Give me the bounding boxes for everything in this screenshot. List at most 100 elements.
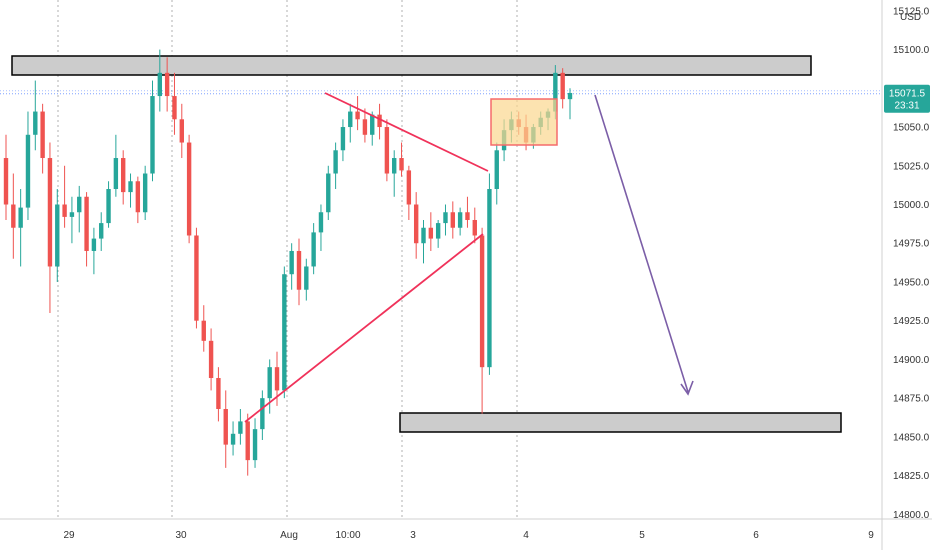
candle-body xyxy=(318,212,324,233)
x-tick-label: Aug xyxy=(280,530,298,541)
candle-body xyxy=(553,72,558,112)
candle-body xyxy=(252,429,258,461)
candle-body xyxy=(384,127,390,174)
y-tick-label: 14975.0 xyxy=(893,239,930,250)
candle-body xyxy=(157,72,163,97)
y-tick-label: 14900.0 xyxy=(893,355,930,366)
y-tick-label: 15050.0 xyxy=(893,123,930,134)
candle-body xyxy=(450,212,456,228)
projection-arrow-shaft xyxy=(594,94,689,393)
candle-body xyxy=(128,181,133,193)
candle-body xyxy=(135,181,141,213)
upper-trendline xyxy=(324,92,489,172)
price-axis-background xyxy=(882,0,932,550)
candle-body xyxy=(142,173,148,213)
lower-trendline xyxy=(244,233,484,423)
y-tick-label: 14850.0 xyxy=(893,432,930,443)
candle-body xyxy=(172,96,177,120)
candle-body xyxy=(230,433,236,445)
candle-body xyxy=(479,235,485,368)
price-axis[interactable]: 15125.0 15100.0 15050.0 15025.0 15000.0 14975… xyxy=(881,0,932,550)
candle-body xyxy=(399,158,404,171)
y-tick-label: 15100.0 xyxy=(893,45,930,56)
y-tick-label: 15125.0 xyxy=(893,6,930,17)
price-badge xyxy=(884,84,930,113)
breakout-box xyxy=(490,98,558,146)
candle-body xyxy=(3,158,9,205)
x-tick-label: 29 xyxy=(63,530,75,541)
candle-body xyxy=(106,189,111,224)
candle-body xyxy=(91,238,97,251)
y-tick-label: 14875.0 xyxy=(893,394,930,405)
candle-body xyxy=(362,119,368,135)
drawings xyxy=(244,92,694,423)
candles xyxy=(3,49,573,476)
candle-body xyxy=(11,204,16,228)
candle-body xyxy=(150,96,155,174)
candle-body xyxy=(296,250,302,290)
y-tick-label: 14925.0 xyxy=(893,316,930,327)
candle-body xyxy=(216,378,221,410)
x-tick-label: 4 xyxy=(523,530,529,541)
x-tick-label: 10:00 xyxy=(335,530,360,541)
candle-body xyxy=(201,320,206,341)
price-lines xyxy=(0,90,882,95)
y-tick-label: 14800.0 xyxy=(893,510,930,521)
candle-body xyxy=(18,207,23,228)
candle-body xyxy=(421,227,426,244)
candle-body xyxy=(120,158,126,193)
resistance-zone xyxy=(11,55,812,76)
candle-body xyxy=(113,158,119,190)
candle-body xyxy=(333,150,338,174)
candle-body xyxy=(267,367,272,399)
candle-body xyxy=(457,212,463,228)
candle-body xyxy=(465,212,470,220)
candle-body xyxy=(413,204,419,244)
candle-body xyxy=(25,134,31,208)
candle-body xyxy=(560,72,565,100)
x-tick-label: 9 xyxy=(868,530,874,541)
candle-body xyxy=(245,421,250,461)
x-tick-label: 5 xyxy=(639,530,645,541)
grid-lines xyxy=(57,0,518,519)
candle-body xyxy=(223,409,228,445)
candle-body xyxy=(194,235,199,321)
zones xyxy=(11,55,842,433)
candle-body xyxy=(487,189,492,368)
candle-body xyxy=(62,204,67,217)
price-badge-countdown: 23:31 xyxy=(894,101,919,112)
projection-arrow-head xyxy=(680,380,694,396)
candle-body xyxy=(47,158,53,267)
candle-body xyxy=(40,111,45,159)
candle-body xyxy=(355,111,360,120)
time-axis[interactable]: 29 30 Aug 10:00 3 4 5 6 9 xyxy=(0,518,932,541)
candle-body xyxy=(260,398,265,430)
candle-body xyxy=(494,150,499,190)
currency-label: USD xyxy=(900,12,921,23)
candle-body xyxy=(33,111,38,135)
x-tick-label: 6 xyxy=(753,530,759,541)
candle-body xyxy=(179,119,184,143)
candle-body xyxy=(428,227,434,239)
x-tick-label: 30 xyxy=(175,530,187,541)
candle-body xyxy=(238,421,243,434)
candle-body xyxy=(55,204,60,267)
candle-body xyxy=(289,250,294,275)
candle-body xyxy=(208,340,214,379)
candle-body xyxy=(84,196,89,251)
y-tick-label: 15000.0 xyxy=(893,200,930,211)
candle-body xyxy=(348,111,353,128)
candle-body xyxy=(435,223,441,239)
candle-body xyxy=(567,92,573,100)
candle-body xyxy=(311,232,316,267)
candle-body xyxy=(99,223,104,239)
candle-body xyxy=(164,72,170,97)
candle-body xyxy=(377,114,382,128)
candle-body xyxy=(326,173,331,213)
candle-body xyxy=(282,274,287,391)
y-tick-label: 14950.0 xyxy=(893,277,930,288)
candle-body xyxy=(443,212,448,224)
x-tick-label: 3 xyxy=(410,530,416,541)
